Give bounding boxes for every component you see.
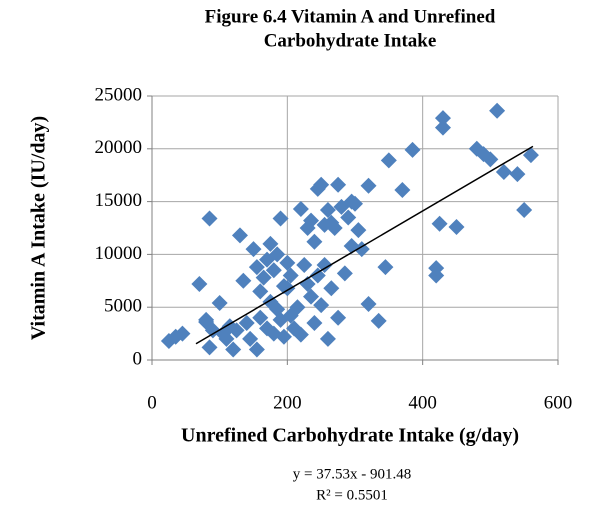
point	[245, 241, 262, 258]
trendline	[195, 145, 534, 345]
point	[252, 309, 269, 326]
y-tick-label: 15000	[95, 190, 143, 211]
trendline-equation: y = 37.53x - 901.48	[293, 466, 411, 482]
point	[198, 311, 215, 328]
point	[309, 267, 326, 284]
point	[292, 326, 309, 343]
point	[255, 269, 272, 286]
point	[495, 164, 512, 181]
x-tick-label: 600	[544, 392, 573, 413]
point	[336, 265, 353, 282]
r-squared: R² = 0.5501	[316, 487, 388, 503]
y-tick-label: 25000	[95, 84, 143, 105]
point	[248, 259, 265, 276]
point	[434, 110, 451, 127]
point	[323, 280, 340, 297]
point	[225, 341, 242, 358]
point	[218, 330, 235, 347]
x-axis-title: Unrefined Carbohydrate Intake (g/day)	[181, 425, 519, 447]
point	[380, 152, 397, 169]
point	[330, 309, 347, 326]
y-axis-title: Vitamin A Intake (IU/day)	[28, 116, 50, 340]
point	[201, 339, 218, 356]
y-tick-label: 5000	[104, 296, 142, 317]
chart-title: Carbohydrate Intake	[264, 30, 437, 51]
point	[303, 288, 320, 305]
y-tick-label: 20000	[95, 137, 143, 158]
point	[522, 147, 539, 164]
point	[313, 297, 330, 314]
point	[272, 210, 289, 227]
point	[326, 220, 343, 236]
point	[340, 209, 357, 226]
point	[275, 328, 292, 345]
point	[296, 256, 313, 273]
point	[238, 315, 255, 332]
y-tick-label: 10000	[95, 243, 143, 264]
point	[377, 259, 394, 276]
point	[306, 233, 323, 250]
point	[404, 141, 421, 158]
point	[303, 212, 320, 229]
point	[370, 312, 387, 329]
point	[191, 275, 208, 292]
point	[516, 202, 533, 219]
point	[242, 330, 259, 347]
point	[350, 222, 367, 239]
point	[269, 246, 286, 263]
point	[231, 227, 248, 244]
point	[431, 215, 448, 232]
x-tick-label: 200	[273, 392, 302, 413]
point	[319, 202, 336, 219]
point	[394, 181, 411, 198]
point	[313, 176, 330, 193]
point	[265, 262, 282, 279]
point	[211, 294, 228, 311]
point	[174, 325, 191, 342]
point	[482, 151, 499, 168]
point	[509, 166, 526, 183]
point	[262, 235, 279, 252]
point	[252, 283, 269, 300]
y-tick-label: 0	[133, 348, 143, 369]
point	[360, 177, 377, 194]
point	[428, 260, 445, 277]
x-tick-label: 0	[147, 392, 157, 413]
point	[228, 322, 245, 339]
point	[201, 210, 218, 227]
point	[360, 296, 377, 313]
point	[330, 176, 347, 193]
point	[319, 330, 336, 347]
x-tick-label: 400	[408, 392, 437, 413]
point	[316, 256, 333, 273]
chart-title: Figure 6.4 Vitamin A and Unrefined	[205, 6, 496, 27]
point	[489, 102, 506, 119]
point	[235, 272, 252, 289]
point	[248, 341, 265, 358]
point	[292, 200, 309, 217]
point	[282, 267, 299, 284]
point	[289, 299, 306, 316]
point	[279, 254, 296, 271]
point	[434, 119, 451, 136]
point	[448, 218, 465, 235]
point	[347, 195, 363, 212]
point	[306, 315, 323, 332]
